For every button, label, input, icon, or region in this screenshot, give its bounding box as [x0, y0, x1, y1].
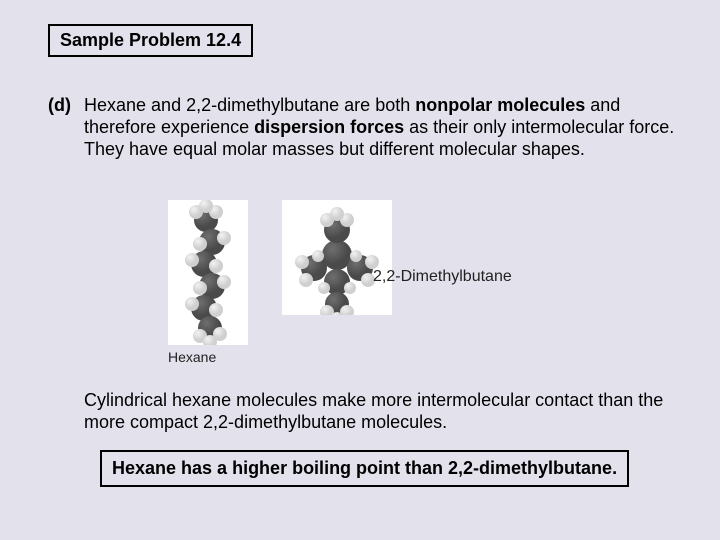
p1-bold-nonpolar: nonpolar molecules	[415, 95, 585, 115]
hexane-label: Hexane	[168, 349, 248, 365]
paragraph-1: Hexane and 2,2-dimethylbutane are both n…	[84, 95, 682, 161]
hexane-model: Hexane	[168, 200, 248, 365]
answer-box: Hexane has a higher boiling point than 2…	[100, 450, 629, 487]
molecule-figure: Hexane 2,2-Dimethylbutane	[168, 200, 518, 375]
p1-pre: Hexane and 2,2-dimethylbutane are both	[84, 95, 415, 115]
dimethylbutane-label: 2,2-Dimethylbutane	[373, 268, 512, 286]
item-d-label: (d)	[48, 95, 71, 116]
problem-title: Sample Problem 12.4	[60, 30, 241, 50]
p1-bold-dispersion: dispersion forces	[254, 117, 404, 137]
dimethylbutane-svg	[282, 200, 392, 315]
hexane-svg	[168, 200, 248, 345]
paragraph-2: Cylindrical hexane molecules make more i…	[84, 390, 682, 434]
dimethylbutane-model	[282, 200, 392, 315]
problem-title-box: Sample Problem 12.4	[48, 24, 253, 57]
answer-text: Hexane has a higher boiling point than 2…	[112, 458, 617, 478]
